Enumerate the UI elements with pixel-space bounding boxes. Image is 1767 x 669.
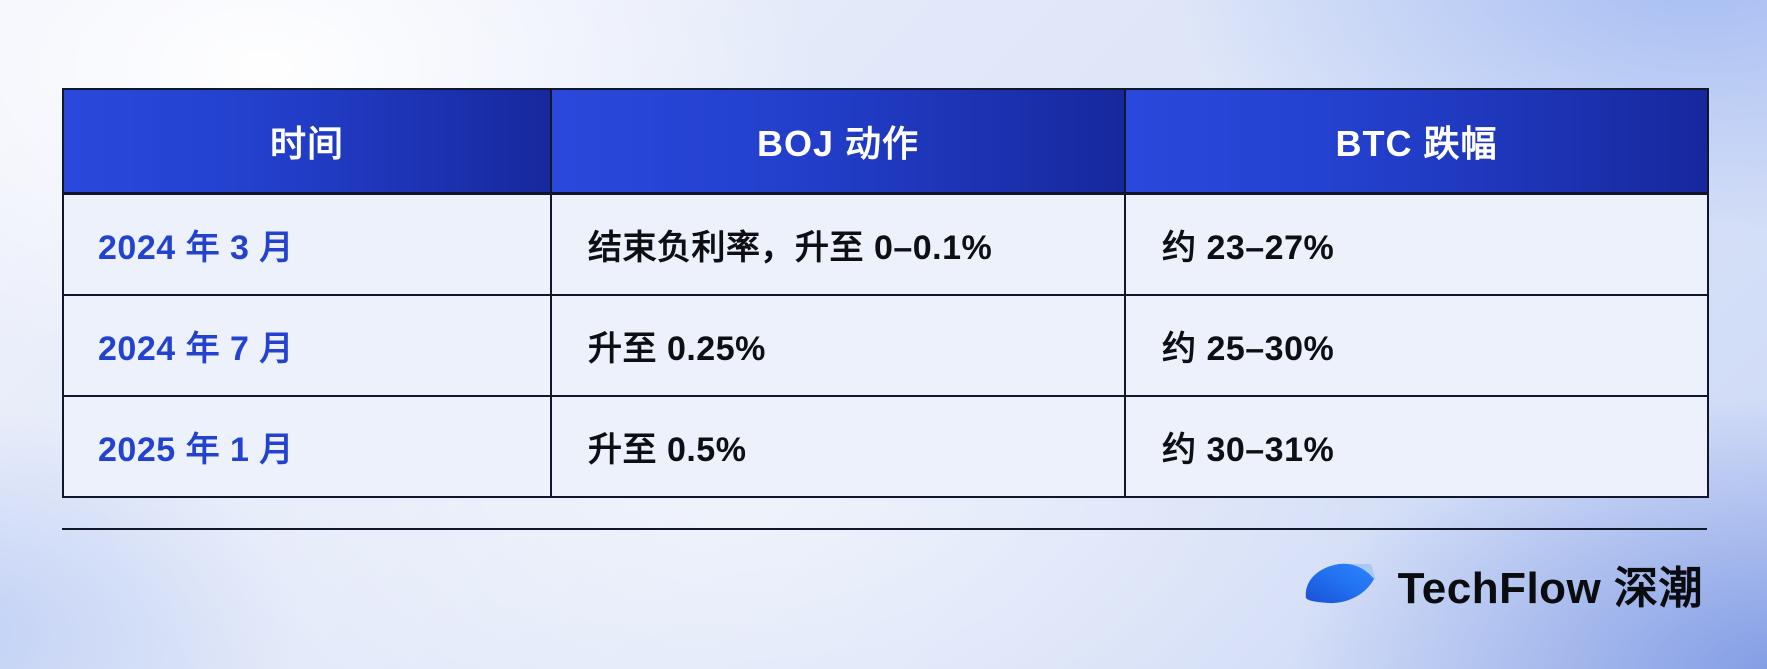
cell-btc-drop-row3: 约 30–31%	[1124, 395, 1709, 498]
cell-boj-action-row2: 升至 0.25%	[550, 294, 1126, 397]
table-row: 2025 年 1 月 升至 0.5% 约 30–31%	[62, 395, 1709, 498]
cell-time-row1: 2024 年 3 月	[62, 192, 552, 296]
cell-time-row2: 2024 年 7 月	[62, 294, 552, 397]
techflow-leaf-icon	[1305, 563, 1376, 604]
brand-name: TechFlow 深潮	[1397, 564, 1703, 613]
header-cell-time: 时间	[62, 88, 552, 195]
boj-btc-table: 时间 BOJ 动作 BTC 跌幅 2024 年 3 月 结束负利率，升至 0–0…	[62, 88, 1709, 498]
cell-boj-action-row3: 升至 0.5%	[550, 395, 1126, 498]
table-row: 2024 年 3 月 结束负利率，升至 0–0.1% 约 23–27%	[62, 192, 1709, 296]
header-cell-btc-drop: BTC 跌幅	[1124, 88, 1709, 195]
cell-btc-drop-row2: 约 25–30%	[1124, 294, 1709, 397]
table-header-row: 时间 BOJ 动作 BTC 跌幅	[62, 88, 1709, 195]
cell-time-row3: 2025 年 1 月	[62, 395, 552, 498]
table-row: 2024 年 7 月 升至 0.25% 约 25–30%	[62, 294, 1709, 397]
footer-divider	[62, 528, 1707, 530]
brand-logo: TechFlow 深潮	[1304, 552, 1703, 616]
cell-btc-drop-row1: 约 23–27%	[1124, 192, 1709, 296]
header-cell-boj-action: BOJ 动作	[550, 88, 1126, 195]
cell-boj-action-row1: 结束负利率，升至 0–0.1%	[550, 192, 1126, 296]
